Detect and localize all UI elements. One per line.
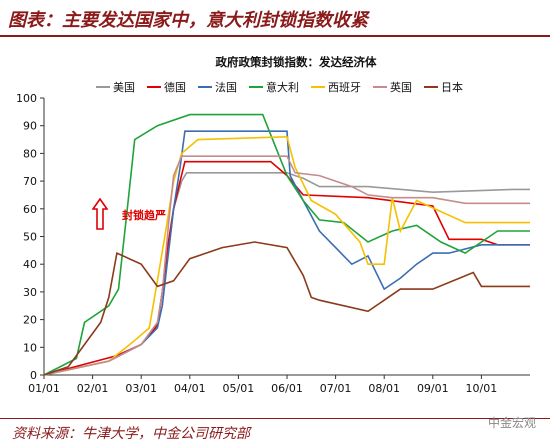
header-rule xyxy=(0,35,550,37)
source-note: 资料来源：牛津大学，中金公司研究部 xyxy=(12,426,250,442)
x-tick-label: 08/01 xyxy=(368,382,400,395)
y-tick-label: 70 xyxy=(23,175,37,188)
up-arrow-outline-icon xyxy=(92,198,108,230)
y-tick-label: 40 xyxy=(23,258,37,271)
x-tick-label: 02/01 xyxy=(77,382,109,395)
lockdown-index-chart: 政府政策封锁指数：发达经济体 美国 德国 法国 意大利 西班牙 英国 日本 0 10 20 30 4… xyxy=(16,55,530,395)
legend-label: 西班牙 xyxy=(328,81,361,94)
series-line-4 xyxy=(43,113,530,376)
x-tick-label: 04/01 xyxy=(174,382,206,395)
x-tick-label: 01/01 xyxy=(28,382,60,395)
x-tick-label: 10/01 xyxy=(466,382,498,395)
legend-label: 意大利 xyxy=(266,80,299,94)
x-tick-label: 05/01 xyxy=(223,382,255,395)
series-line-5 xyxy=(43,135,530,376)
y-tick-label: 80 xyxy=(23,147,37,160)
annotation-label: 封锁趋严 xyxy=(122,209,166,222)
legend-label: 英国 xyxy=(390,80,412,94)
legend-label: 法国 xyxy=(215,80,237,94)
series-line-7 xyxy=(43,241,530,376)
y-tick-label: 60 xyxy=(23,203,37,216)
header-bar: 图表：主要发达国家中，意大利封锁指数收紧 xyxy=(0,0,550,37)
legend-label: 日本 xyxy=(441,80,463,94)
x-tick-label: 07/01 xyxy=(320,382,352,395)
series-line-2 xyxy=(43,160,530,376)
chart-series xyxy=(43,113,530,376)
chart-title: 政府政策封锁指数：发达经济体 xyxy=(216,55,377,69)
series-line-6 xyxy=(43,155,530,376)
y-tick-label: 90 xyxy=(23,120,37,133)
y-tick-label: 10 xyxy=(23,341,37,354)
x-tick-label: 09/01 xyxy=(417,382,449,395)
x-tick-label: 03/01 xyxy=(125,382,157,395)
page-title: 图表：主要发达国家中，意大利封锁指数收紧 xyxy=(8,10,368,31)
chart-axes: 0 10 20 30 40 50 60 70 80 90 100 01/01 02/01 03/01 04/… xyxy=(16,92,530,395)
y-tick-label: 30 xyxy=(23,286,37,299)
y-tick-label: 20 xyxy=(23,314,37,327)
footer-rule xyxy=(0,418,550,419)
brand-watermark: 中金宏观 xyxy=(487,416,536,430)
legend-label: 美国 xyxy=(113,81,135,94)
y-tick-label: 100 xyxy=(16,92,37,105)
y-tick-label: 50 xyxy=(23,231,37,244)
series-line-1 xyxy=(43,172,530,376)
legend-label: 德国 xyxy=(164,80,186,94)
chart-legend: 美国 德国 法国 意大利 西班牙 英国 日本 xyxy=(96,80,463,94)
y-tick-label: 0 xyxy=(30,369,37,382)
x-tick-label: 06/01 xyxy=(271,382,303,395)
